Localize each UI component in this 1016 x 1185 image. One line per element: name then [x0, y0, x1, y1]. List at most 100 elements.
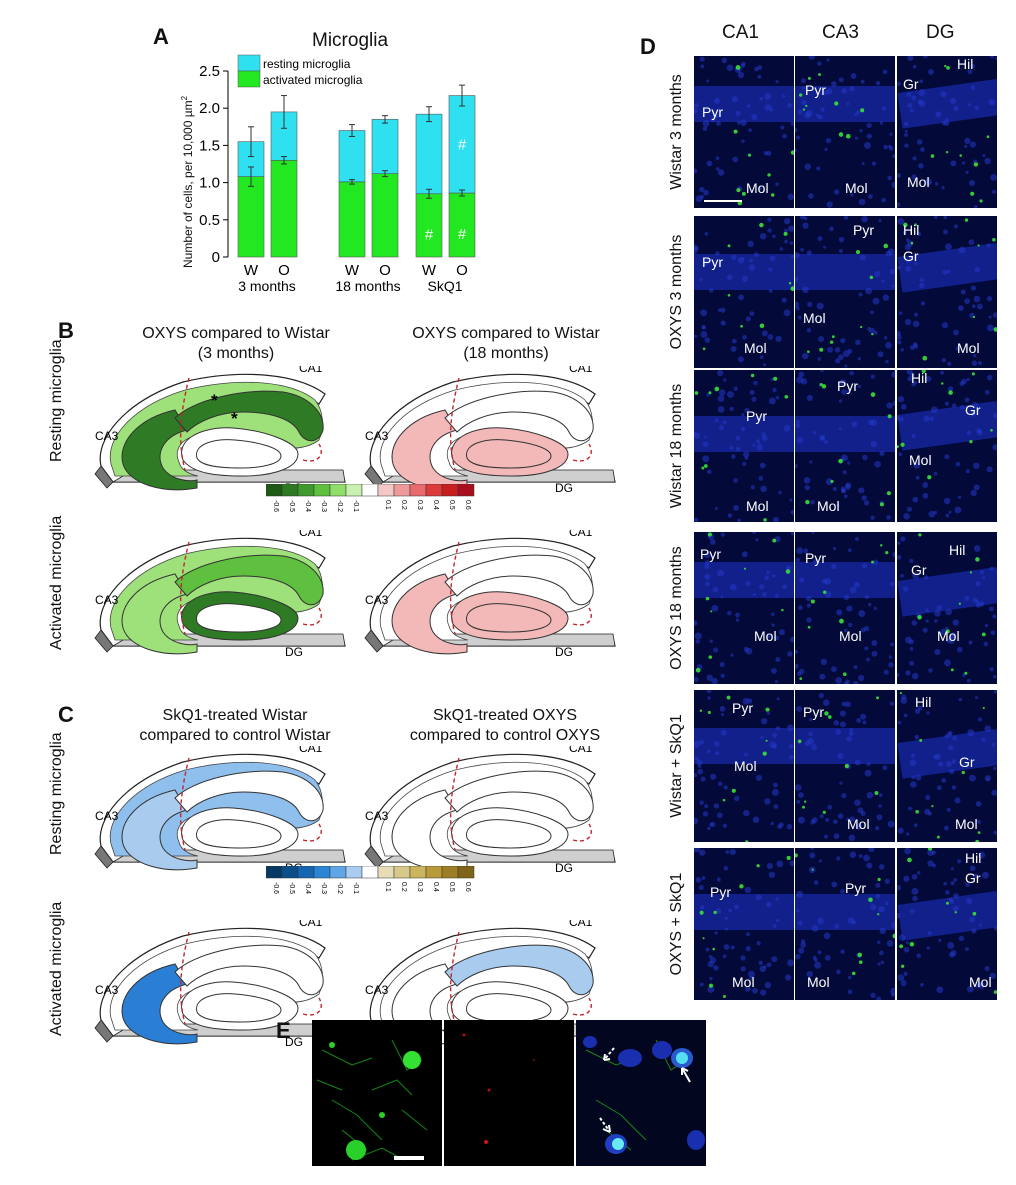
nucleus [897, 201, 901, 208]
nucleus [853, 681, 859, 684]
micrograph-tile: Pyr Mol [694, 216, 794, 368]
microglia-cell [845, 133, 851, 139]
nucleus [911, 95, 917, 101]
nucleus [863, 141, 871, 149]
nucleus [991, 742, 996, 747]
nucleus [737, 120, 742, 125]
scale-tick-label: -0.1 [352, 882, 359, 894]
microglia-cell [765, 739, 768, 742]
nucleus [870, 374, 875, 379]
nucleus [945, 890, 950, 895]
nucleus [961, 378, 967, 385]
nucleus [900, 573, 904, 578]
legend-label-activated: activated microglia [263, 73, 363, 87]
nucleus [913, 461, 921, 469]
scale-swatch [313, 866, 331, 879]
nucleus [944, 734, 949, 739]
nucleus [835, 358, 841, 364]
nucleus [913, 312, 918, 317]
microglia-cell [907, 857, 912, 863]
ca-boundary-line [449, 757, 460, 851]
y-tick-label: 0.5 [199, 212, 220, 229]
nucleus [839, 781, 843, 785]
nucleus [911, 672, 919, 680]
nucleus [943, 881, 947, 886]
nucleus [918, 100, 926, 107]
nucleus [922, 482, 929, 488]
nucleus [879, 121, 884, 125]
microglia-cell [877, 913, 880, 916]
nucleus [909, 660, 915, 666]
microglia-cell [915, 810, 919, 814]
microglia-cell [829, 340, 834, 344]
nucleus [909, 646, 914, 651]
nucleus [749, 258, 753, 263]
nucleus [954, 797, 961, 804]
nucleus [729, 406, 734, 412]
nucleus [776, 697, 780, 701]
hippocampus-end-cap [94, 1019, 114, 1043]
dg-inner [196, 819, 282, 849]
nucleus [782, 133, 787, 139]
nucleus [817, 917, 824, 925]
dg-inner [196, 439, 282, 469]
micrograph-texture [694, 217, 794, 367]
nucleus [712, 586, 719, 593]
ca3-layer [121, 573, 198, 655]
nucleus [775, 657, 781, 663]
nucleus [840, 337, 846, 344]
nucleus [798, 792, 804, 798]
hippocampus-schematic: CA1 CA3 DG [364, 741, 616, 875]
scale-tick-label: 0.4 [432, 500, 439, 510]
nucleus [912, 156, 917, 161]
nucleus [841, 88, 847, 94]
nucleus [843, 494, 848, 499]
nucleus [740, 426, 746, 432]
nucleus [878, 219, 882, 223]
panel-b-title-3m: OXYS compared to Wistar (3 months) [142, 325, 330, 362]
nucleus [818, 693, 825, 699]
nucleus [733, 504, 739, 511]
nucleus [911, 775, 916, 780]
nucleus [847, 989, 853, 995]
nucleus [735, 436, 741, 441]
nucleus [888, 662, 894, 668]
microglia-cell [770, 193, 775, 197]
label-ca3: CA3 [95, 593, 119, 607]
nucleus [782, 94, 786, 98]
nucleus [984, 725, 992, 732]
microglia-cell [868, 897, 873, 903]
chart-ylabel-text: Number of cells, per 10,000 µm [181, 100, 195, 268]
nucleus [727, 610, 732, 616]
nucleus [771, 574, 776, 578]
nucleus [806, 394, 813, 401]
nucleus [971, 412, 976, 417]
nucleus [790, 532, 794, 536]
bar-activated [338, 181, 366, 258]
microglia-cell [710, 610, 713, 613]
nucleus [760, 717, 768, 725]
nucleus [942, 269, 948, 275]
nucleus [952, 403, 957, 408]
nucleus [750, 485, 755, 490]
nucleus [703, 435, 707, 439]
nucleus [905, 265, 912, 272]
microglia-cell [707, 710, 711, 715]
nucleus [866, 791, 874, 799]
nucleus [796, 437, 803, 444]
nucleus [993, 925, 997, 931]
microglia-cell [765, 707, 770, 712]
nucleus [699, 277, 703, 282]
nucleus [974, 266, 981, 273]
nucleus [697, 768, 704, 775]
microglia-cell [763, 518, 767, 522]
nucleus [841, 793, 847, 799]
nucleus [825, 478, 833, 486]
label-ca3: CA3 [95, 809, 119, 823]
scale-swatch [409, 866, 427, 879]
nucleus [719, 389, 726, 396]
nucleus [919, 79, 924, 84]
microglia-cell [740, 324, 743, 328]
nucleus [744, 886, 752, 894]
